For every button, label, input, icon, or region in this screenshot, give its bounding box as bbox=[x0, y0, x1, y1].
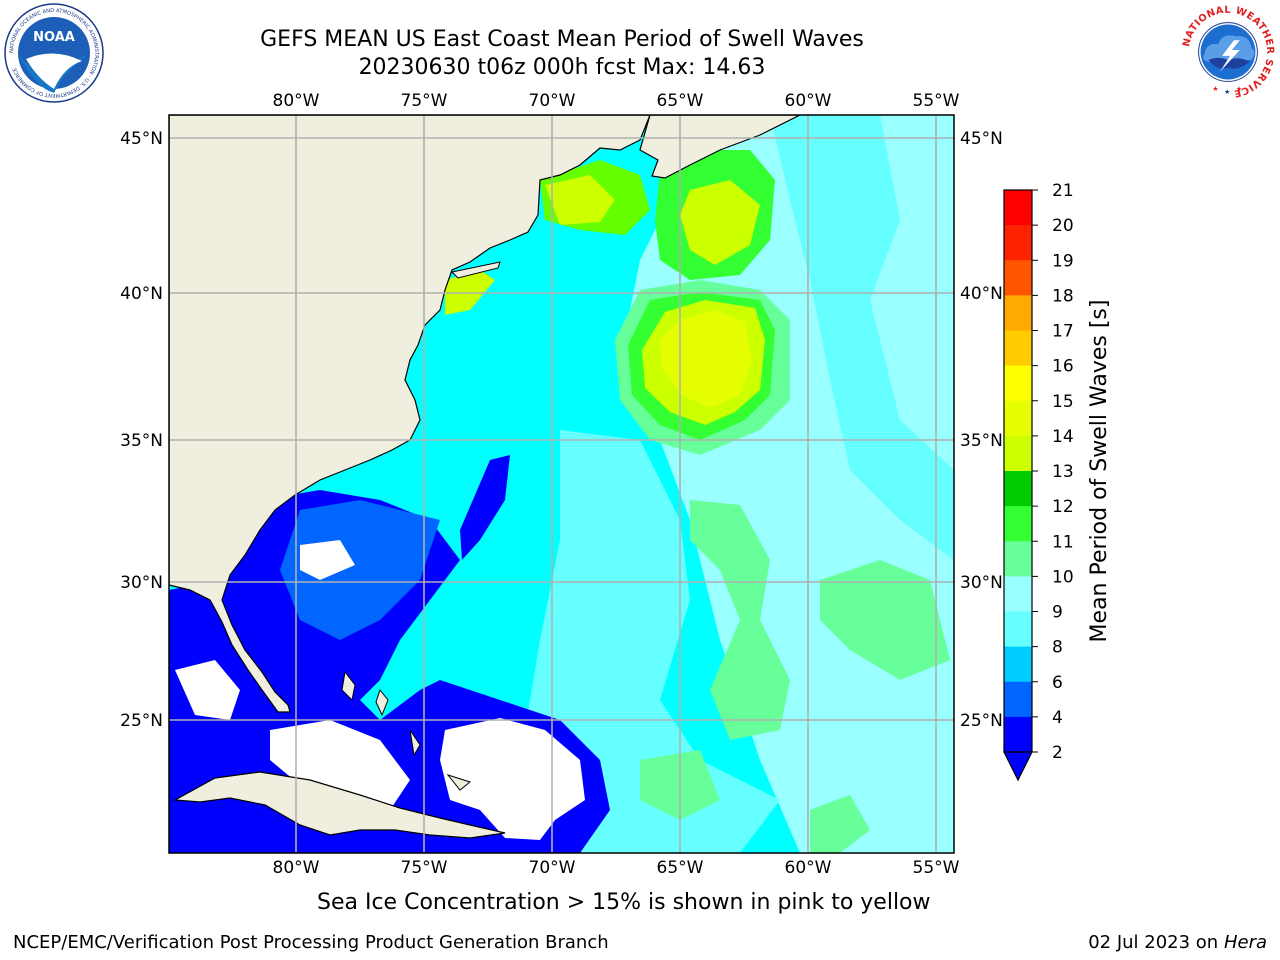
lat-label-right: 35°N bbox=[960, 431, 1003, 451]
colorbar-tick-label: 20 bbox=[1052, 216, 1074, 236]
colorbar-tick-label: 2 bbox=[1052, 743, 1063, 763]
colorbar-tick-label: 12 bbox=[1052, 497, 1074, 517]
lon-label-top: 75°W bbox=[401, 91, 448, 111]
footer-credit: NCEP/EMC/Verification Post Processing Pr… bbox=[13, 932, 609, 953]
lon-label-top: 80°W bbox=[273, 91, 320, 111]
colorbar-segment bbox=[1004, 506, 1032, 542]
colorbar bbox=[1003, 189, 1033, 782]
colorbar-segment bbox=[1004, 681, 1032, 718]
colorbar-segment bbox=[1004, 611, 1032, 648]
lon-label-bottom: 80°W bbox=[273, 858, 320, 878]
swell-region-6-8s-mid bbox=[770, 115, 954, 560]
swell-band-9-10s-south bbox=[690, 500, 790, 740]
lon-label-bottom: 70°W bbox=[529, 858, 576, 878]
colorbar-segment bbox=[1004, 225, 1032, 261]
land-bahamas-4 bbox=[446, 774, 472, 791]
swell-gulf-of-maine-core bbox=[545, 175, 615, 225]
swell-short-period-streak bbox=[460, 455, 510, 560]
colorbar-segment bbox=[1004, 471, 1032, 507]
no-data-region-florida-straits bbox=[270, 720, 410, 810]
land-bahamas-3 bbox=[409, 729, 421, 757]
swell-short-period-band bbox=[280, 500, 440, 640]
lat-label-left: 30°N bbox=[120, 573, 163, 593]
colorbar-tick-label: 10 bbox=[1052, 567, 1074, 587]
colorbar-segment bbox=[1004, 646, 1032, 683]
colorbar-under-triangle bbox=[1003, 751, 1033, 782]
lat-label-left: 35°N bbox=[120, 431, 163, 451]
colorbar-tick-label: 11 bbox=[1052, 532, 1074, 552]
lat-label-right: 45°N bbox=[960, 129, 1003, 149]
lon-label-top: 70°W bbox=[529, 91, 576, 111]
no-data-region-bahamas-east bbox=[440, 718, 585, 840]
colorbar-tick-label: 9 bbox=[1052, 603, 1063, 623]
svg-text:★: ★ bbox=[1236, 85, 1242, 93]
colorbar-segment bbox=[1004, 260, 1032, 296]
colorbar-tick-label: 8 bbox=[1052, 638, 1063, 658]
svg-text:★: ★ bbox=[1224, 88, 1230, 96]
swell-band-9-10s-southeast bbox=[820, 560, 950, 680]
colorbar-ticks: 2 4 6 8 9 10 11 12 13 14 15 16 17 18 19 20 21 bbox=[1032, 181, 1074, 763]
lat-label-right: 40°N bbox=[960, 284, 1003, 304]
map-plot-area bbox=[169, 115, 954, 853]
colorbar-segment bbox=[1004, 295, 1032, 331]
svg-text:★: ★ bbox=[1212, 85, 1218, 93]
lon-label-top: 60°W bbox=[785, 91, 832, 111]
colorbar-segment bbox=[1004, 400, 1032, 437]
colorbar-label: Mean Period of Swell Waves [s] bbox=[1087, 300, 1112, 643]
lon-label-bottom: 75°W bbox=[401, 858, 448, 878]
land-cuba bbox=[172, 771, 506, 839]
swell-max-region-peak bbox=[660, 310, 752, 408]
colorbar-segment bbox=[1004, 365, 1032, 402]
lon-label-top: 65°W bbox=[657, 91, 704, 111]
colorbar-segment bbox=[1004, 435, 1032, 472]
sea-ice-note: Sea Ice Concentration > 15% is shown in … bbox=[0, 890, 1280, 915]
colorbar-segment bbox=[1004, 330, 1032, 367]
chart-title: GEFS MEAN US East Coast Mean Period of S… bbox=[260, 27, 864, 52]
land-bahamas-2 bbox=[375, 688, 389, 717]
no-data-region-offshore bbox=[300, 540, 355, 580]
colorbar-segment bbox=[1004, 576, 1032, 612]
colorbar-tick-label: 4 bbox=[1052, 708, 1063, 728]
footer-date: 02 Jul 2023 on Hera bbox=[1088, 932, 1267, 953]
swell-band-9-10s-bottom-right bbox=[810, 795, 870, 853]
colorbar-segment bbox=[1004, 716, 1032, 753]
colorbar-tick-label: 21 bbox=[1052, 181, 1074, 201]
colorbar-tick-label: 18 bbox=[1052, 286, 1074, 306]
colorbar-tick-label: 14 bbox=[1052, 427, 1074, 447]
lat-label-left: 40°N bbox=[120, 284, 163, 304]
colorbar-tick-label: 6 bbox=[1052, 673, 1063, 693]
colorbar-tick-label: 15 bbox=[1052, 392, 1074, 412]
lon-label-bottom: 60°W bbox=[785, 858, 832, 878]
land-us-east-coast bbox=[169, 115, 651, 713]
no-data-region-gulf bbox=[175, 660, 240, 720]
colorbar-tick-label: 19 bbox=[1052, 251, 1074, 271]
lon-label-bottom: 55°W bbox=[913, 858, 960, 878]
graticule bbox=[169, 115, 954, 853]
colorbar-tick-label: 13 bbox=[1052, 462, 1074, 482]
colorbar-tick-label: 16 bbox=[1052, 357, 1074, 377]
lon-label-top: 55°W bbox=[913, 91, 960, 111]
footer-date-text: 02 Jul 2023 on bbox=[1088, 932, 1224, 953]
sea-ice-note-text: Sea Ice Concentration > 15% is shown in … bbox=[317, 890, 931, 915]
land-long-island bbox=[450, 261, 501, 279]
noaa-logo: NOAA NATIONAL OCEANIC AND ATMOSPHERIC AD… bbox=[4, 3, 104, 103]
lat-label-left: 45°N bbox=[120, 129, 163, 149]
colorbar-segment bbox=[1004, 190, 1032, 226]
colorbar-segment bbox=[1004, 541, 1032, 577]
lon-label-bottom: 65°W bbox=[657, 858, 704, 878]
land-bahamas bbox=[341, 670, 356, 702]
map-frame bbox=[168, 114, 955, 854]
lat-label-right: 25°N bbox=[960, 711, 1003, 731]
nws-logo: NATIONAL WEATHER SERVICE ★ ★ ★ bbox=[1180, 5, 1276, 100]
lat-label-left: 25°N bbox=[120, 711, 163, 731]
colorbar-tick-label: 17 bbox=[1052, 322, 1074, 342]
noaa-logo-text: NOAA bbox=[33, 30, 75, 45]
chart-subtitle: 20230630 t06z 000h fcst Max: 14.63 bbox=[358, 55, 766, 80]
swell-north-band-core bbox=[680, 180, 760, 265]
footer-machine: Hera bbox=[1223, 932, 1267, 953]
lat-label-right: 30°N bbox=[960, 573, 1003, 593]
